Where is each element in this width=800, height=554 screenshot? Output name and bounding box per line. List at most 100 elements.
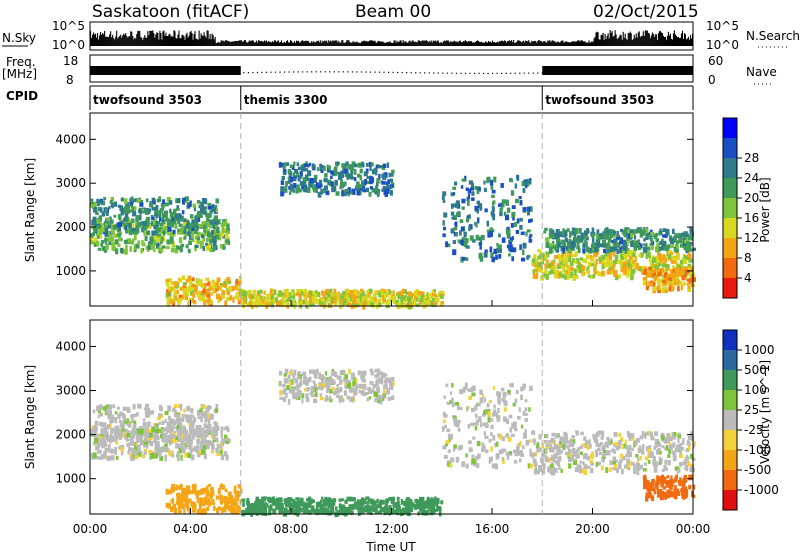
scatter-cell xyxy=(644,236,648,241)
scatter-cell xyxy=(170,427,174,431)
scatter-cell xyxy=(501,237,506,243)
scatter-cell xyxy=(160,413,164,419)
scatter-cell xyxy=(296,186,300,193)
scatter-cell xyxy=(450,203,454,209)
scatter-cell xyxy=(593,268,597,273)
scatter-cell xyxy=(194,285,198,289)
sky-noise-bar xyxy=(448,42,450,46)
scatter-cell xyxy=(94,438,99,444)
scatter-cell xyxy=(116,223,119,229)
nave-label: Nave xyxy=(746,65,777,79)
scatter-cell xyxy=(686,236,690,242)
sky-noise-bar xyxy=(566,41,568,46)
scatter-cell xyxy=(461,256,466,261)
scatter-cell xyxy=(493,176,497,183)
sky-noise-bar xyxy=(348,40,350,46)
scatter-cell xyxy=(168,418,172,423)
scatter-cell xyxy=(363,370,367,376)
scatter-cell xyxy=(630,241,635,248)
scatter-cell xyxy=(104,447,108,452)
scatter-cell xyxy=(252,301,256,308)
scatter-cell xyxy=(181,447,186,454)
colorbar-swatch xyxy=(723,278,737,298)
scatter-cell xyxy=(212,434,216,440)
scatter-cell xyxy=(297,175,301,182)
scatter-cell xyxy=(664,288,669,293)
scatter-cell xyxy=(183,236,187,240)
scatter-cell xyxy=(283,379,287,384)
scatter-cell xyxy=(207,206,213,210)
scatter-cell xyxy=(185,278,190,283)
scatter-cell xyxy=(93,424,97,430)
scatter-cell xyxy=(337,175,343,181)
sky-noise-bar xyxy=(115,36,117,46)
scatter-cell xyxy=(283,397,287,402)
sky-noise-bar xyxy=(397,42,399,46)
sky-noise-bar xyxy=(288,42,291,46)
scatter-cell xyxy=(204,221,207,227)
nave-dot xyxy=(492,72,494,74)
sky-noise-bar xyxy=(321,42,323,46)
sky-noise-bar xyxy=(590,42,592,46)
scatter-cell xyxy=(347,190,350,197)
scatter-cell xyxy=(569,261,573,267)
scatter-cell xyxy=(202,429,207,435)
scatter-cell xyxy=(526,229,531,233)
scatter-cell xyxy=(282,292,286,298)
y-tick-label: 3000 xyxy=(55,176,86,190)
scatter-cell xyxy=(330,296,335,303)
scatter-cell xyxy=(390,497,395,503)
scatter-cell xyxy=(618,259,622,264)
scatter-cell xyxy=(200,488,203,495)
scatter-cell xyxy=(322,188,326,194)
scatter-cell xyxy=(657,263,661,270)
sky-noise-bar xyxy=(472,42,475,46)
scatter-cell xyxy=(668,283,673,288)
scatter-cell xyxy=(662,234,667,238)
scatter-cell xyxy=(394,509,398,514)
scatter-cell xyxy=(295,384,298,388)
scatter-cell xyxy=(210,292,214,296)
scatter-cell xyxy=(619,253,623,260)
scatter-cell xyxy=(410,501,414,507)
sky-noise-bar xyxy=(320,40,322,46)
scatter-cell xyxy=(389,383,393,390)
cpid-label: CPID xyxy=(6,89,38,103)
scatter-cell xyxy=(199,431,204,437)
scatter-cell xyxy=(317,509,320,514)
scatter-cell xyxy=(199,207,204,214)
sky-noise-bar xyxy=(126,36,128,46)
scatter-cell xyxy=(197,438,201,443)
scatter-cell xyxy=(219,286,223,292)
scatter-cell xyxy=(209,232,214,238)
scatter-cell xyxy=(662,241,667,247)
scatter-cell xyxy=(130,203,134,208)
scatter-cell xyxy=(191,434,195,440)
scatter-cell xyxy=(126,418,130,422)
scatter-cell xyxy=(629,249,633,255)
scatter-cell xyxy=(139,433,144,439)
scatter-cell xyxy=(350,290,354,296)
scatter-cell xyxy=(129,441,133,446)
scatter-cell xyxy=(603,261,607,268)
scatter-cell xyxy=(318,509,323,515)
scatter-cell xyxy=(339,182,345,189)
freq-band-block xyxy=(542,66,693,75)
scatter-cell xyxy=(659,258,663,262)
scatter-cell xyxy=(268,506,272,512)
sky-noise-bar xyxy=(492,40,494,46)
scatter-cell xyxy=(524,407,528,412)
sky-noise-bar xyxy=(526,40,528,46)
scatter-cell xyxy=(688,241,693,246)
scatter-cell xyxy=(169,277,172,283)
scatter-cell xyxy=(572,275,576,281)
sky-noise-bar xyxy=(216,42,218,46)
scatter-cell xyxy=(296,184,300,189)
scatter-cell xyxy=(431,297,435,302)
scatter-cell xyxy=(197,290,201,295)
sky-noise-bar xyxy=(572,41,574,46)
scatter-cell xyxy=(129,453,133,459)
scatter-cell xyxy=(185,244,189,249)
scatter-cell xyxy=(166,278,171,283)
scatter-cell xyxy=(396,496,400,501)
